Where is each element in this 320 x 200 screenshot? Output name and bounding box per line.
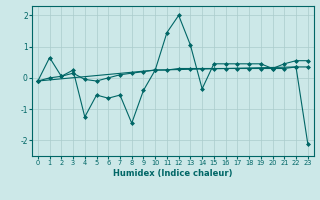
X-axis label: Humidex (Indice chaleur): Humidex (Indice chaleur) — [113, 169, 233, 178]
